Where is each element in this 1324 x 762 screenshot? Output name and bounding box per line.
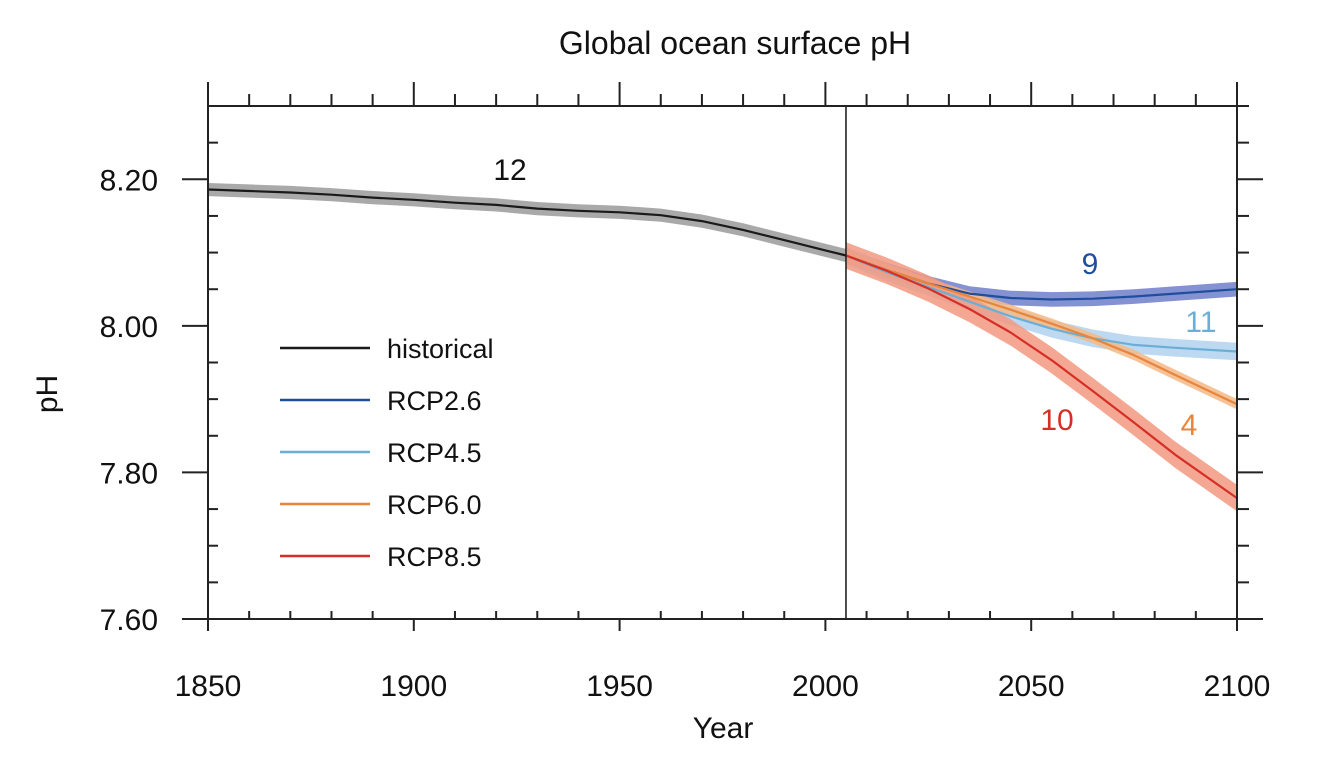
plot-frame [207, 105, 1238, 620]
x-axis-label: Year [693, 712, 754, 745]
line-rcp60 [845, 254, 1238, 406]
legend-label: RCP6.0 [387, 490, 482, 520]
model-count-rcp45: 11 [1185, 306, 1216, 339]
x-tick-labels: 1850 1900 1950 2000 2050 2100 [175, 670, 1271, 703]
line-historical [207, 188, 847, 257]
band-historical [208, 183, 846, 263]
legend-label: RCP4.5 [387, 438, 482, 468]
y-tick-label: 8.00 [100, 311, 158, 344]
legend-label: RCP2.6 [387, 386, 482, 416]
x-tick-label: 2100 [1204, 670, 1271, 703]
model-count-rcp85: 10 [1040, 404, 1073, 437]
x-tick-label: 2050 [998, 670, 1065, 703]
y-tick-labels: 7.60 7.80 8.00 8.20 [100, 164, 158, 637]
y-tick-label: 7.60 [100, 604, 158, 637]
y-tick-label: 7.80 [100, 457, 158, 490]
y-tick-label: 8.20 [100, 164, 158, 197]
series-lines [207, 188, 1238, 500]
axis-ticks [182, 82, 1263, 631]
model-count-rcp60: 4 [1181, 409, 1198, 442]
model-count-rcp26: 9 [1082, 248, 1099, 281]
model-count-annotations: 12 9 11 4 10 [493, 154, 1216, 442]
y-axis-label: pH [31, 375, 64, 413]
chart-title: Global ocean surface pH [559, 25, 911, 61]
x-tick-label: 1950 [586, 670, 653, 703]
x-tick-label: 1850 [175, 670, 242, 703]
legend: historical RCP2.6 RCP4.5 RCP6.0 RCP8.5 [280, 334, 494, 572]
model-count-historical: 12 [493, 154, 526, 187]
legend-label: historical [387, 334, 494, 364]
line-rcp85 [845, 254, 1238, 500]
legend-label: RCP8.5 [387, 542, 482, 572]
x-tick-label: 1900 [380, 670, 447, 703]
x-tick-label: 2000 [792, 670, 859, 703]
